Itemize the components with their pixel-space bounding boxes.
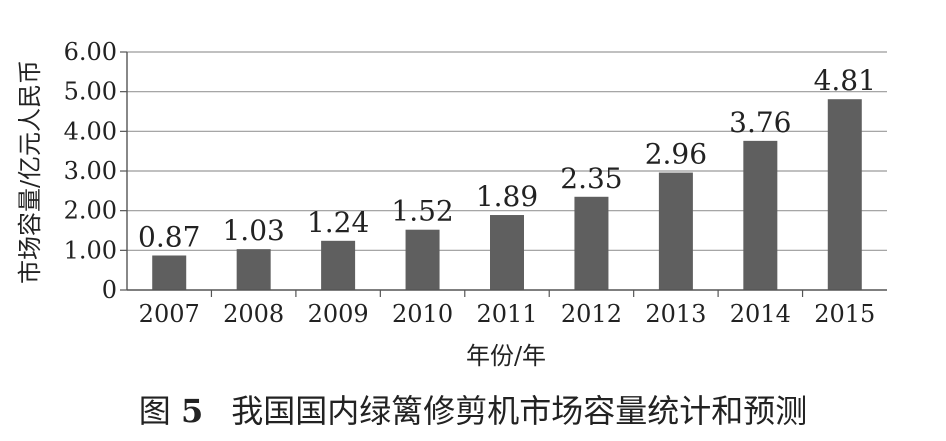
x-tick-label: 2008 <box>223 300 284 328</box>
x-tick-label: 2009 <box>308 300 369 328</box>
bar-chart: 0.87 1.03 1.24 1.52 1.89 2.35 2.96 3.76 4.81 0 1.… <box>16 38 887 370</box>
bar <box>827 99 862 290</box>
x-tick-label: 2007 <box>139 300 200 328</box>
y-tick-label: 5.00 <box>64 78 117 106</box>
y-tick-label: 6.00 <box>64 38 117 66</box>
axes: 0 1.00 2.00 3.00 4.00 5.00 6.00 2007 2008 2009 201… <box>64 38 887 328</box>
x-axis-title: 年份/年 <box>466 342 546 370</box>
bar <box>658 172 693 290</box>
figure-label: 图 <box>138 392 171 430</box>
x-tick-label: 2015 <box>814 300 875 328</box>
y-tick-label: 4.00 <box>64 117 117 145</box>
x-tick-label: 2012 <box>561 300 622 328</box>
x-tick-label: 2014 <box>730 300 791 328</box>
figure-caption: 图 5 我国国内绿篱修剪机市场容量统计和预测 <box>0 386 946 432</box>
bar <box>574 196 609 290</box>
y-tick-label: 1.00 <box>64 236 117 264</box>
data-label: 4.81 <box>814 64 876 97</box>
bar <box>490 215 524 290</box>
figure-number: 5 <box>180 392 204 430</box>
x-tick-label: 2013 <box>645 300 706 328</box>
x-tick-label: 2010 <box>392 300 453 328</box>
y-tick-label: 0 <box>102 276 117 304</box>
data-label: 3.76 <box>729 106 791 139</box>
data-label: 2.35 <box>560 162 622 195</box>
x-tick-label: 2011 <box>476 300 537 328</box>
y-axis-title: 市场容量/亿元人民币 <box>16 60 44 284</box>
data-label: 1.52 <box>391 195 453 228</box>
bar <box>236 249 271 290</box>
bar <box>405 229 440 290</box>
data-label: 0.87 <box>138 220 200 253</box>
figure-caption-text: 我国国内绿篱修剪机市场容量统计和预测 <box>231 392 808 430</box>
y-tick-label: 3.00 <box>64 157 117 185</box>
data-label: 1.24 <box>307 206 369 239</box>
data-label: 1.03 <box>222 214 284 247</box>
bars: 0.87 1.03 1.24 1.52 1.89 2.35 2.96 3.76 4.81 <box>138 64 876 290</box>
bar <box>152 255 187 290</box>
y-tick-label: 2.00 <box>64 197 117 225</box>
data-label: 1.89 <box>476 180 538 213</box>
data-label: 2.96 <box>645 138 707 171</box>
bar <box>321 240 356 290</box>
bar <box>743 140 778 290</box>
